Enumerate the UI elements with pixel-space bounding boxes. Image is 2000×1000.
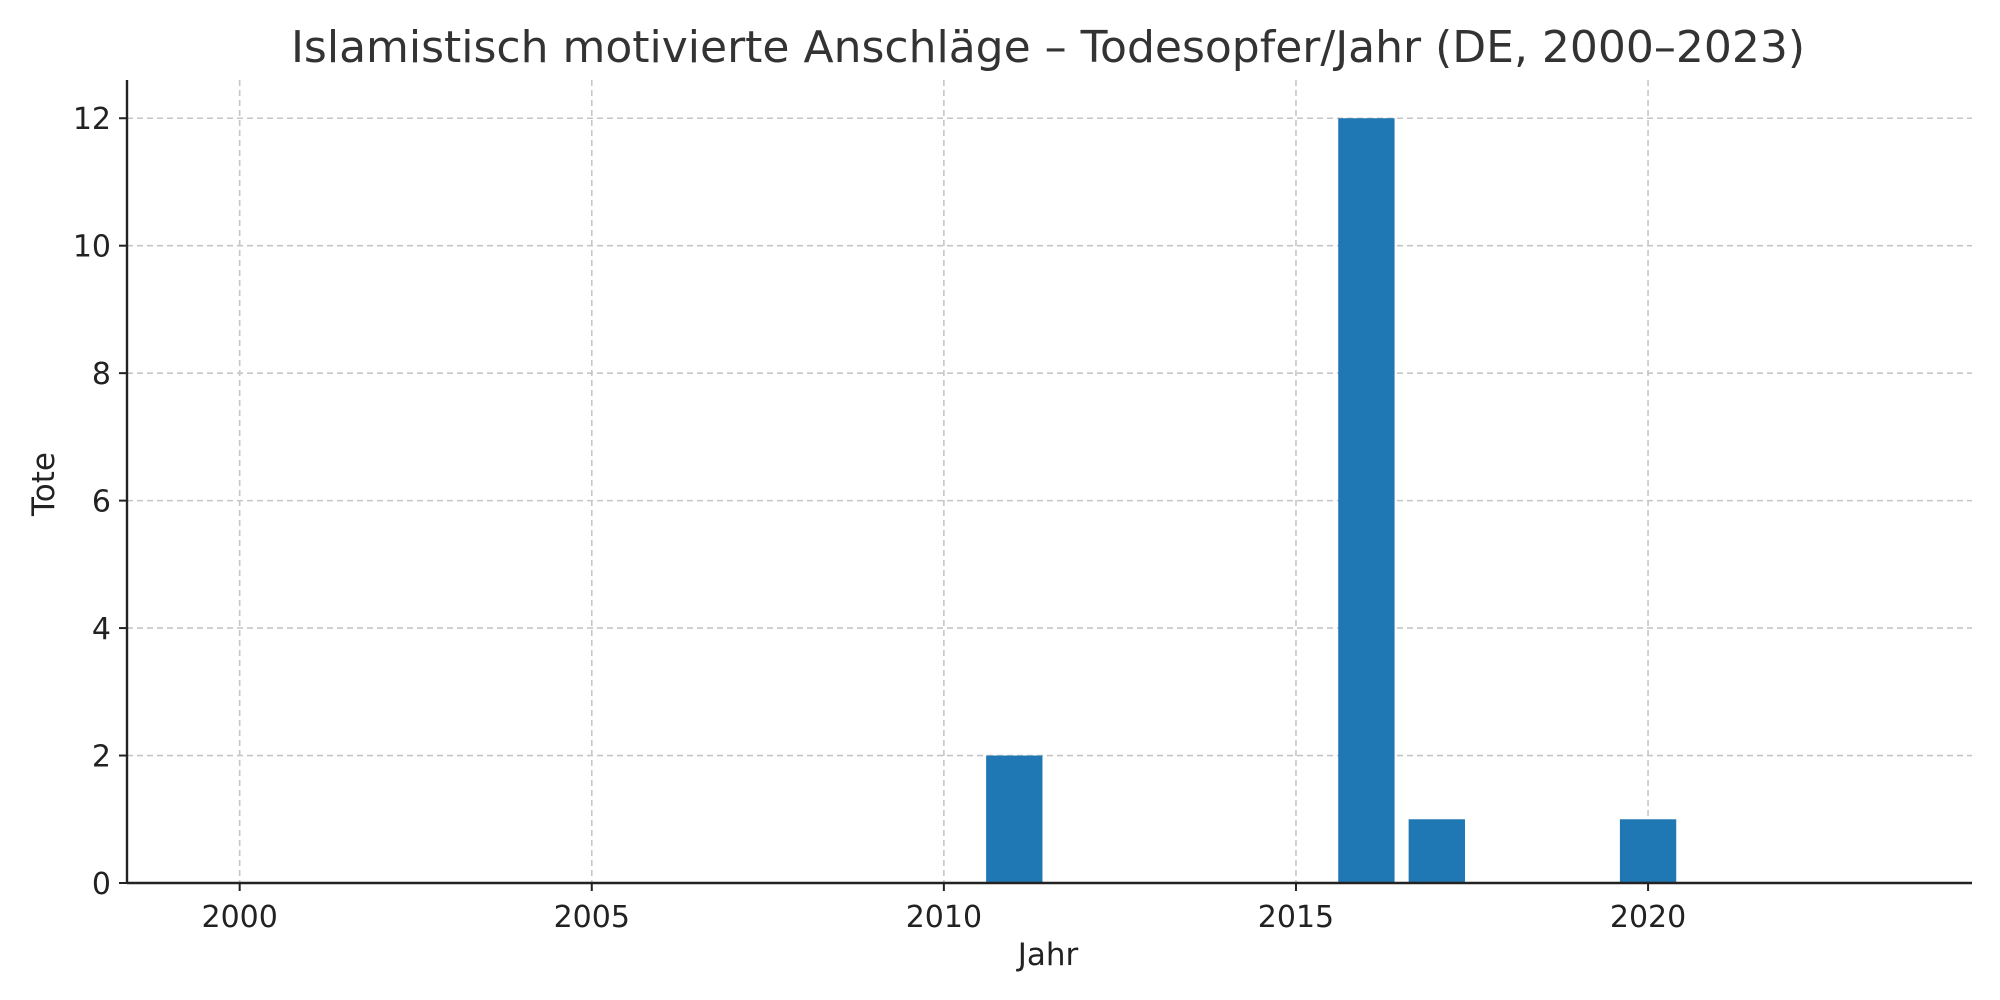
y-tick-label: 0: [92, 867, 111, 902]
y-tick-label: 10: [73, 230, 111, 265]
x-tick-label: 2005: [554, 900, 630, 935]
x-tick-label: 2020: [1610, 900, 1686, 935]
y-tick-label: 2: [92, 740, 111, 775]
y-axis-label: Tote: [26, 452, 62, 517]
tick-labels: 0 2 4 6 8 10 12 2000 2005 2010 2015 2020: [73, 102, 1686, 935]
y-tick-label: 12: [73, 102, 111, 137]
y-tick-label: 6: [92, 485, 111, 520]
y-tick-label: 4: [92, 612, 111, 647]
bars: [986, 118, 1677, 883]
grid: [127, 80, 1972, 884]
chart-title: Islamistisch motivierte Anschläge – Tode…: [291, 22, 1805, 73]
x-tick-label: 2015: [1258, 900, 1334, 935]
bar-2017: [1408, 819, 1465, 883]
bar-2020: [1619, 819, 1677, 883]
y-tick-label: 8: [92, 357, 111, 392]
axes: [119, 80, 1972, 891]
x-tick-label: 2000: [201, 900, 277, 935]
x-axis-label: Jahr: [1016, 937, 1079, 973]
bar-2016: [1338, 118, 1395, 883]
x-tick-label: 2010: [906, 900, 982, 935]
bar-2011: [986, 755, 1043, 883]
